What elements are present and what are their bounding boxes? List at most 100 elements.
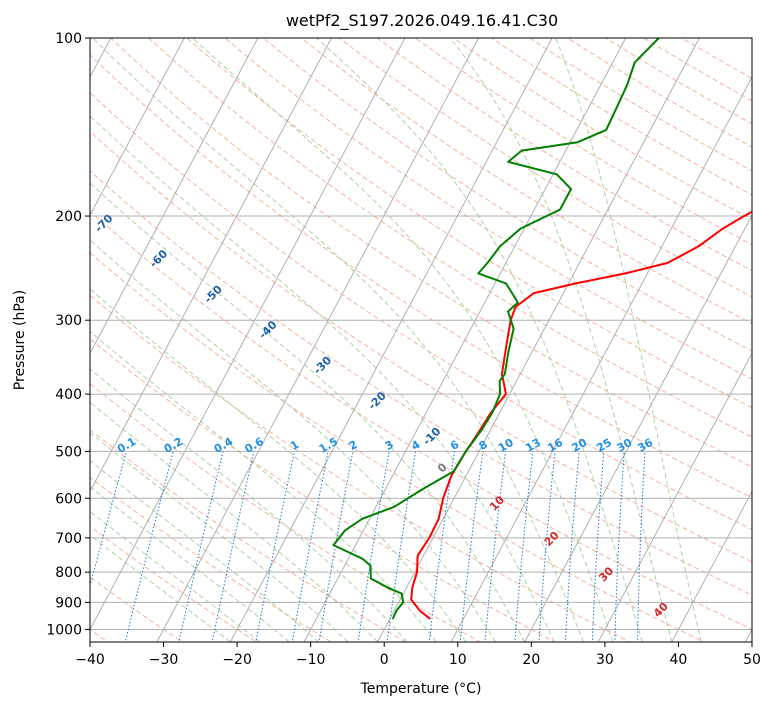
mixing-ratio-line xyxy=(211,451,255,642)
dry-adiabat-line xyxy=(110,38,752,468)
mixing-ratio-line xyxy=(255,451,295,642)
y-tick-label: 600 xyxy=(55,491,82,507)
mixing-ratio-line xyxy=(614,451,625,642)
dry-adiabat-line xyxy=(90,252,706,642)
dry-adiabat-line xyxy=(680,38,752,79)
mixing-ratio-line xyxy=(386,451,417,642)
moist-adiabat-line xyxy=(90,432,349,642)
mixing-ratio-label: 10 xyxy=(496,436,516,455)
dry-adiabat-label: 10 xyxy=(487,493,507,513)
isotherm-line xyxy=(744,628,752,642)
x-tick-label: 40 xyxy=(670,652,688,668)
y-tick-label: 900 xyxy=(55,595,82,611)
mixing-ratio-line xyxy=(357,451,390,642)
mixing-ratio-label: 36 xyxy=(635,436,655,455)
y-tick-label: 1000 xyxy=(46,622,82,638)
mixing-ratio-label: 30 xyxy=(615,436,635,455)
dry-adiabat-label: -60 xyxy=(147,247,170,270)
isotherm-line xyxy=(671,490,752,642)
moist-adiabat-line xyxy=(90,239,496,642)
mixing-ratio-label: 1.5 xyxy=(317,435,340,456)
x-tick-label: −40 xyxy=(75,652,105,668)
x-tick-label: −30 xyxy=(149,652,179,668)
mixing-ratio-line xyxy=(459,451,484,642)
mixing-ratio-line xyxy=(564,451,580,642)
mixing-ratio-label: 0.6 xyxy=(242,435,266,456)
isotherm-line xyxy=(90,38,259,355)
dry-adiabat-line xyxy=(90,54,752,499)
dry-adiabat-line xyxy=(604,38,752,125)
mixing-ratio-line xyxy=(178,451,224,642)
mixing-ratio-line xyxy=(124,451,174,642)
mixing-ratio-label: 1 xyxy=(288,438,301,453)
dry-adiabat-line xyxy=(90,429,407,642)
dry-adiabat-label: -70 xyxy=(92,212,115,235)
isotherm-line xyxy=(303,38,627,642)
mixing-ratio-line xyxy=(90,451,127,588)
moist-adiabat-line xyxy=(92,38,584,642)
x-tick-label: 50 xyxy=(743,652,761,668)
mixing-ratio-label: 25 xyxy=(594,436,614,455)
dry-adiabat-label: -90 xyxy=(0,141,7,164)
isotherm-line xyxy=(524,214,752,642)
dry-adiabat-line xyxy=(224,38,752,380)
dry-adiabat-line xyxy=(338,38,752,298)
dry-adiabat-label: 0 xyxy=(435,460,450,475)
mixing-ratio-line xyxy=(484,451,507,642)
plot-frame xyxy=(89,37,753,643)
grid-layer xyxy=(90,38,752,642)
moist-adiabat-line xyxy=(192,38,614,642)
x-tick-label: 20 xyxy=(522,652,540,668)
y-tick-label: 500 xyxy=(55,444,82,460)
dry-adiabat-line xyxy=(90,170,752,596)
dry-adiabat-label: -20 xyxy=(366,389,389,412)
dry-adiabat-line xyxy=(90,338,557,642)
dry-adiabat-line xyxy=(90,294,631,642)
y-tick-label: 100 xyxy=(55,31,82,47)
mixing-ratio-line xyxy=(428,451,455,642)
dry-adiabat-line xyxy=(262,38,752,352)
mixing-ratio-line xyxy=(291,451,329,642)
y-tick-label: 700 xyxy=(55,531,82,547)
y-tick-label: 400 xyxy=(55,387,82,403)
mixing-ratio-line xyxy=(318,451,354,642)
dry-adiabat-line xyxy=(90,525,258,642)
dry-adiabat-line xyxy=(90,382,482,642)
mixing-ratio-label: 0.2 xyxy=(162,435,185,456)
dry-adiabat-line xyxy=(90,476,333,642)
moist-adiabat-line xyxy=(449,38,673,642)
moist-adiabat-line xyxy=(90,534,231,642)
isotherm-line xyxy=(597,352,752,642)
mixing-ratio-label: 0.4 xyxy=(212,435,236,456)
x-tick-label: −20 xyxy=(222,652,252,668)
moist-adiabat-line xyxy=(90,459,320,642)
moist-adiabat-line xyxy=(90,510,261,642)
x-tick-label: 0 xyxy=(380,652,389,668)
mixing-ratio-label: 2 xyxy=(347,438,360,453)
isotherm-line xyxy=(229,38,553,642)
mixing-ratio-label: 16 xyxy=(545,436,565,455)
moist-adiabat-line xyxy=(90,288,467,642)
x-tick-label: −10 xyxy=(296,652,326,668)
isotherm-line xyxy=(90,38,332,493)
dry-adiabat-label: 30 xyxy=(596,564,616,584)
mixing-ratio-line xyxy=(637,451,646,642)
isotherm-line xyxy=(450,75,752,642)
dry-adiabat-line xyxy=(414,38,752,246)
dry-adiabat-line xyxy=(452,38,752,221)
dry-adiabat-line xyxy=(300,38,752,325)
mixing-ratio-label: 20 xyxy=(570,436,590,455)
dry-adiabat-line xyxy=(90,130,752,563)
dry-adiabat-line xyxy=(90,92,752,530)
chart-title: wetPf2_S197.2026.049.16.41.C30 xyxy=(286,11,558,31)
x-tick-label: 30 xyxy=(596,652,614,668)
y-tick-label: 300 xyxy=(55,313,82,329)
y-tick-label: 800 xyxy=(55,565,82,581)
dry-adiabat-line xyxy=(148,38,752,438)
dewpoint-profile xyxy=(332,38,660,620)
moist-adiabat-line xyxy=(90,182,526,642)
y-tick-label: 200 xyxy=(55,209,82,225)
data-layer xyxy=(332,38,752,620)
dry-adiabat-label: -10 xyxy=(420,425,443,448)
